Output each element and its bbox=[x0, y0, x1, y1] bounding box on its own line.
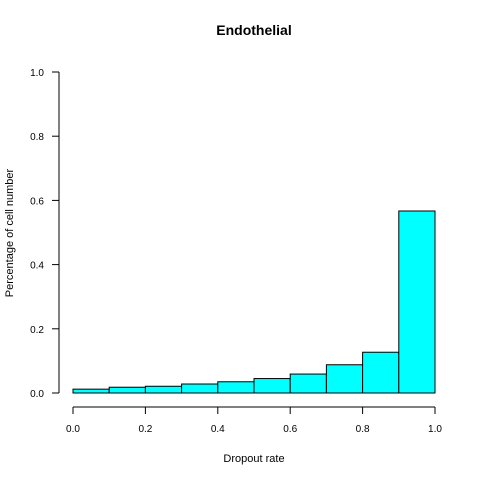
histogram-bar bbox=[253, 378, 291, 394]
x-tick-label: 0.2 bbox=[138, 424, 152, 435]
histogram-bar bbox=[217, 381, 255, 394]
histogram-bar bbox=[325, 364, 364, 394]
y-tick-label: 0.2 bbox=[30, 325, 44, 336]
chart-title: Endothelial bbox=[216, 22, 291, 38]
histogram-bar bbox=[144, 385, 183, 394]
bars-group bbox=[72, 210, 436, 394]
x-tick-label: 0.0 bbox=[66, 424, 80, 435]
y-tick-label: 0.0 bbox=[30, 389, 44, 400]
histogram-bar bbox=[289, 373, 327, 394]
x-tick-label: 0.8 bbox=[356, 424, 370, 435]
y-tick-label: 0.8 bbox=[30, 132, 44, 143]
y-axis: 0.0 0.2 0.4 0.6 0.8 1.0 bbox=[30, 68, 60, 400]
histogram-bar bbox=[181, 383, 219, 394]
x-tick-label: 0.4 bbox=[211, 424, 225, 435]
x-tick-label: 1.0 bbox=[428, 424, 442, 435]
y-tick-label: 0.4 bbox=[30, 261, 44, 272]
y-axis-label: Percentage of cell number bbox=[4, 168, 16, 297]
histogram-bar bbox=[108, 386, 146, 394]
x-axis-label: Dropout rate bbox=[223, 453, 284, 465]
histogram-bar bbox=[398, 210, 436, 394]
y-tick-label: 1.0 bbox=[30, 68, 44, 79]
histogram-bar bbox=[362, 351, 400, 394]
y-tick-label: 0.6 bbox=[30, 196, 44, 207]
histogram-bar bbox=[72, 388, 110, 394]
x-axis: 0.0 0.2 0.4 0.6 0.8 1.0 bbox=[66, 406, 442, 435]
x-tick-label: 0.6 bbox=[283, 424, 297, 435]
